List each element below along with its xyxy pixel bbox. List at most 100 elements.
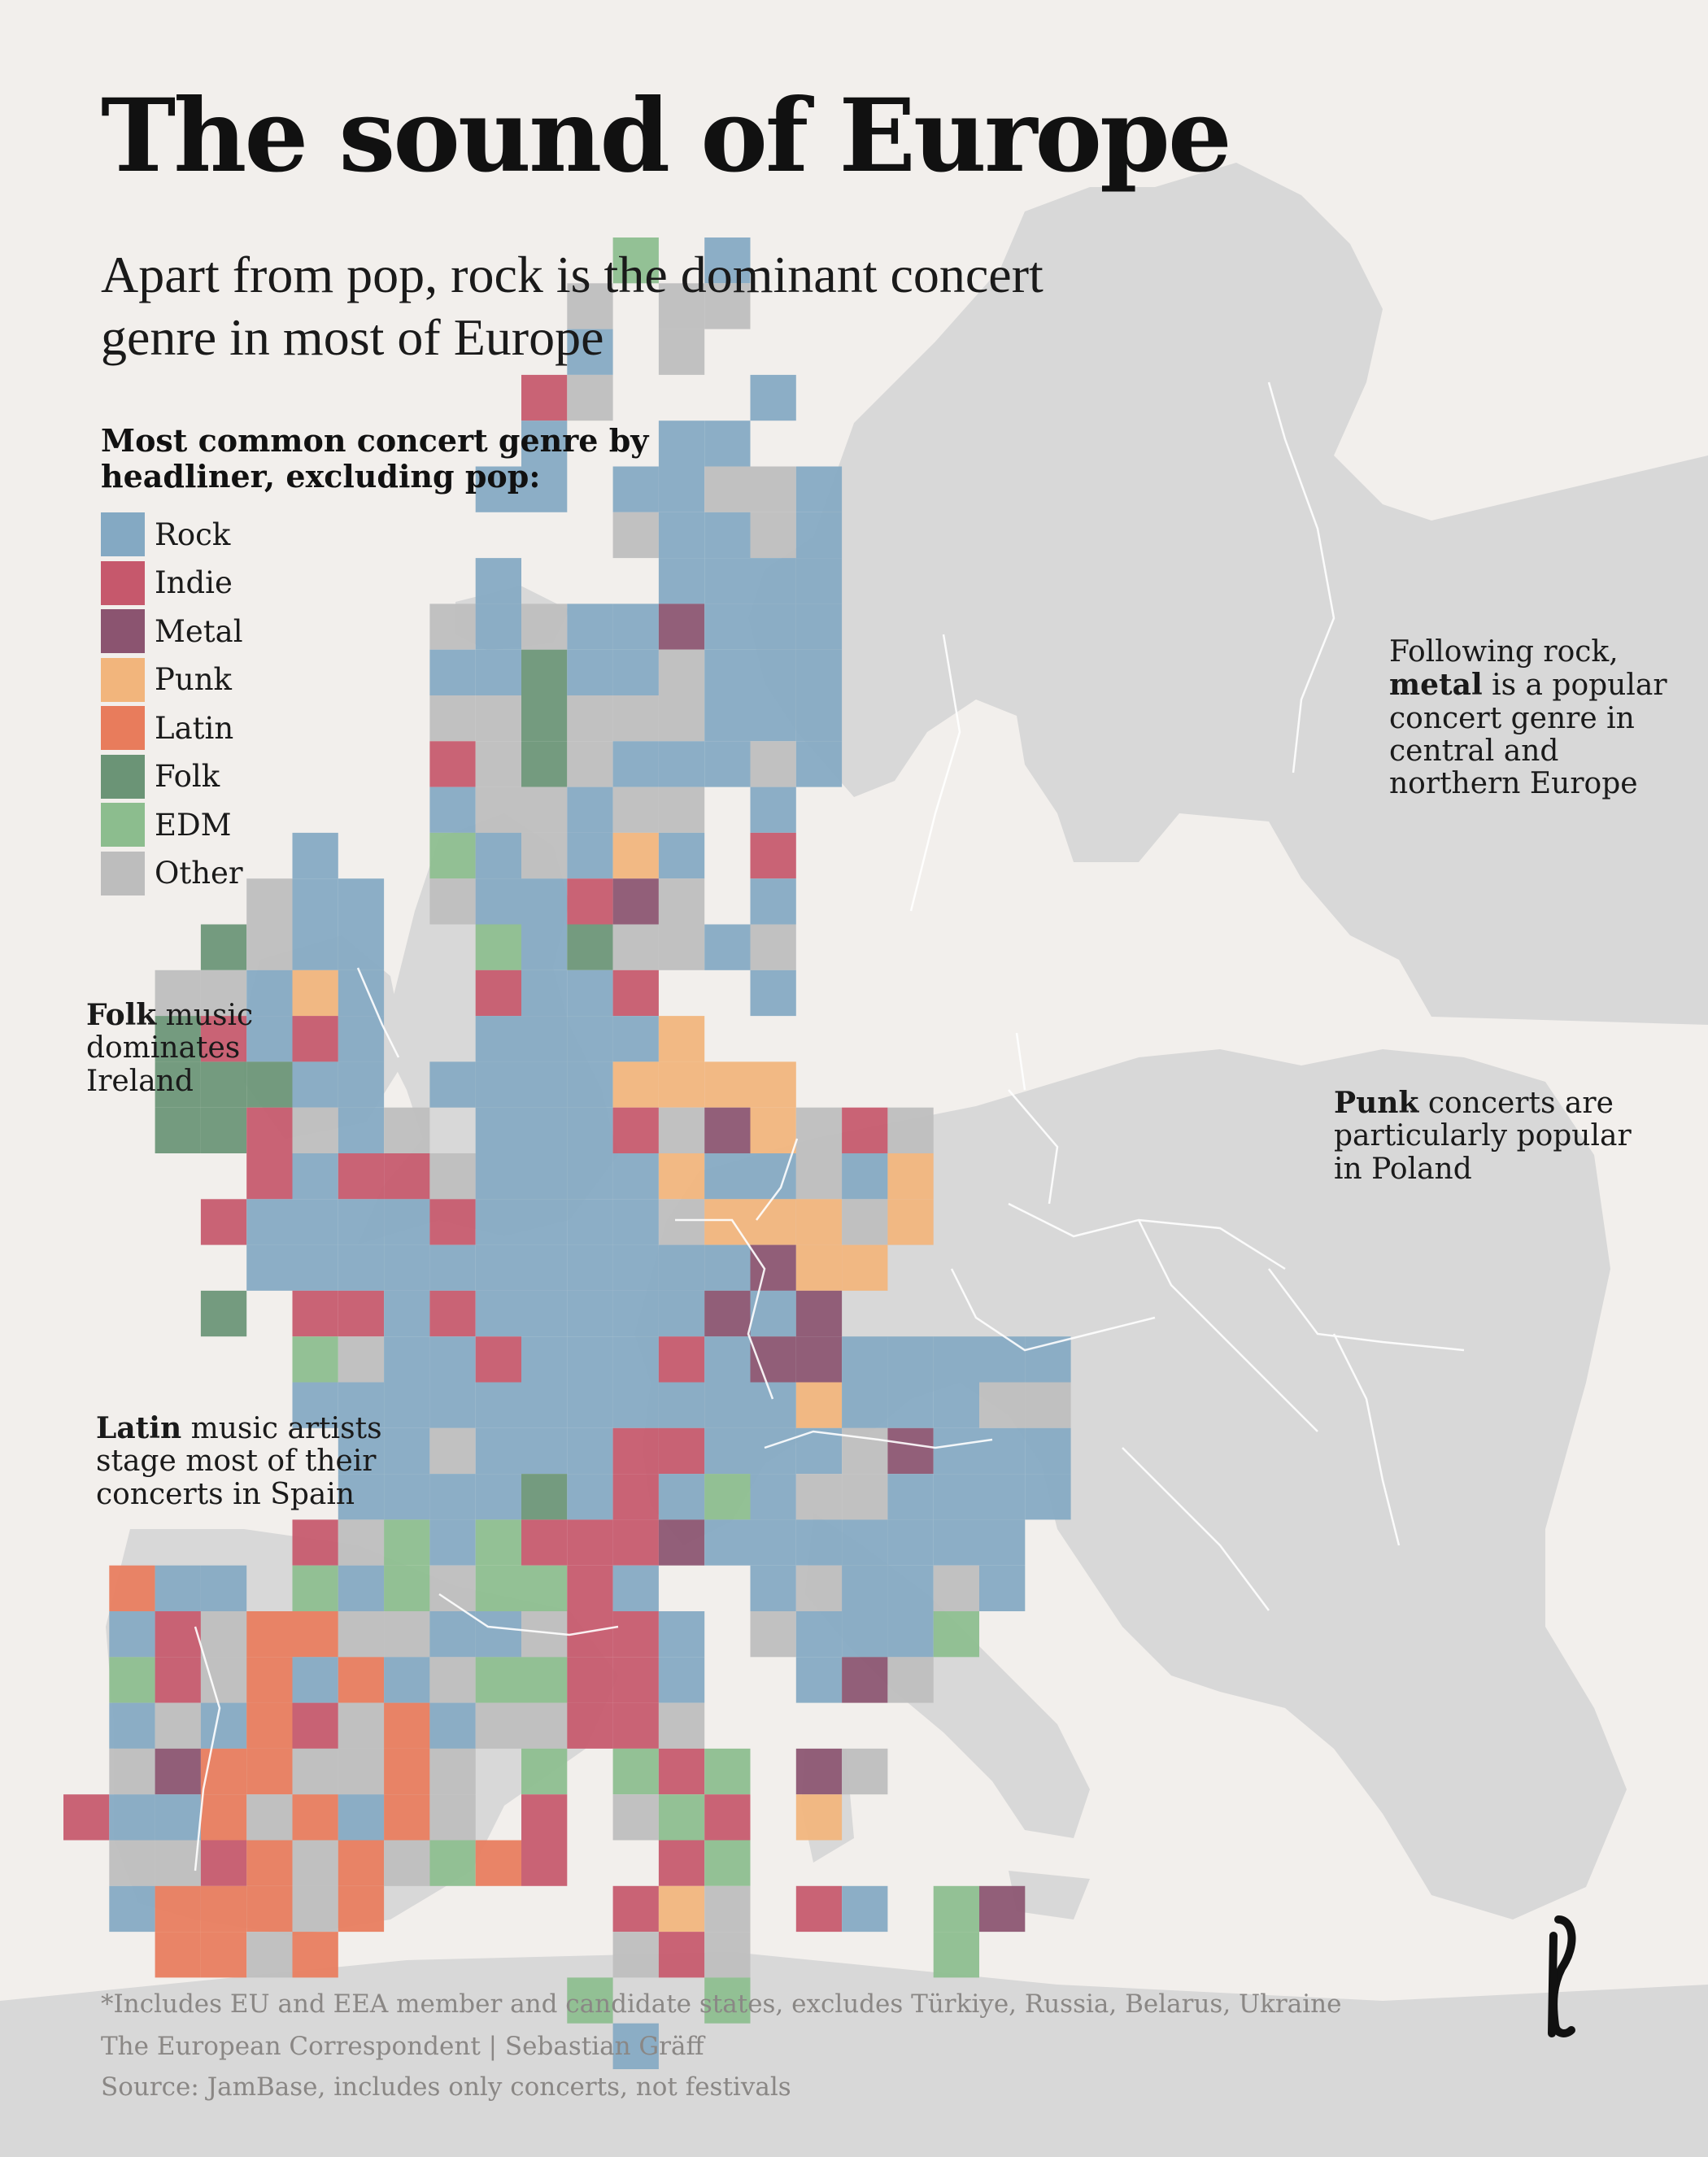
grid-cell-punk (750, 1199, 796, 1245)
grid-cell-other (292, 1885, 338, 1933)
grid-cell-latin (292, 1611, 338, 1658)
grid-cell-other (567, 741, 613, 787)
grid-cell-indie (567, 1565, 613, 1611)
grid-cell-rock (567, 1427, 613, 1475)
annotation-folk-post: music dominates Ireland (86, 999, 254, 1098)
grid-cell-rock (750, 1565, 796, 1611)
grid-cell-other (200, 1611, 247, 1658)
page-subtitle: Apart from pop, rock is the dominant con… (101, 246, 1044, 366)
grid-cell-rock (475, 1199, 521, 1245)
grid-cell-rock (658, 1382, 705, 1428)
grid-cell-latin (200, 1932, 247, 1978)
grid-cell-rock (842, 1565, 888, 1611)
grid-cell-punk (612, 832, 659, 879)
grid-cell-punk (887, 1153, 934, 1200)
grid-cell-metal (155, 1748, 201, 1795)
grid-cell-other (750, 924, 796, 970)
grid-cell-latin (155, 1885, 201, 1933)
grid-cell-edm (521, 1565, 568, 1611)
grid-cell-other (521, 832, 568, 879)
grid-cell-indie (842, 1107, 888, 1153)
grid-cell-rock (842, 1382, 888, 1428)
grid-cell-edm (292, 1565, 338, 1611)
grid-cell-punk (658, 1153, 705, 1200)
grid-cell-rock (292, 924, 338, 970)
grid-cell-rock (109, 1611, 155, 1658)
grid-cell-rock (704, 421, 751, 467)
grid-cell-edm (429, 832, 476, 879)
grid-cell-folk (521, 741, 568, 787)
grid-cell-edm (475, 1657, 521, 1703)
grid-cell-rock (292, 1153, 338, 1200)
grid-cell-rock (750, 1382, 796, 1428)
grid-cell-rock (567, 787, 613, 833)
grid-cell-other (704, 1885, 751, 1933)
grid-cell-indie (658, 1748, 705, 1795)
grid-cell-rock (658, 466, 705, 512)
grid-cell-rock (887, 1611, 934, 1658)
grid-cell-rock (429, 1611, 476, 1658)
grid-cell-indie (658, 1840, 705, 1886)
grid-cell-other (750, 741, 796, 787)
grid-cell-rock (475, 1611, 521, 1658)
grid-cell-rock (842, 1153, 888, 1200)
grid-cell-edm (704, 1977, 751, 2024)
grid-cell-rock (521, 1061, 568, 1108)
grid-cell-rock (475, 558, 521, 604)
grid-cell-other (567, 695, 613, 742)
grid-cell-rock (200, 1565, 247, 1611)
grid-cell-folk (200, 1290, 247, 1337)
grid-cell-other (887, 1657, 934, 1703)
grid-cell-other (704, 283, 751, 329)
grid-cell-folk (200, 924, 247, 970)
grid-cell-indie (567, 1702, 613, 1749)
grid-cell-indie (567, 878, 613, 925)
grid-cell-other (429, 1565, 476, 1611)
grid-cell-indie (292, 1290, 338, 1337)
grid-cell-latin (384, 1794, 430, 1841)
grid-cell-rock (429, 1336, 476, 1383)
grid-cell-latin (246, 1702, 293, 1749)
grid-cell-latin (384, 1748, 430, 1795)
grid-cell-folk (200, 1061, 247, 1108)
grid-cell-rock (429, 1061, 476, 1108)
legend-item-latin: Latin (101, 704, 670, 752)
annotation-latin: Latin music artists stage most of their … (96, 1412, 405, 1511)
grid-cell-rock (750, 374, 796, 421)
grid-cell-rock (567, 1290, 613, 1337)
annotation-latin-bold: Latin (96, 1411, 182, 1445)
grid-cell-rock (795, 604, 843, 650)
grid-cell-rock (429, 1702, 476, 1749)
annotation-folk-bold: Folk (86, 998, 157, 1032)
legend-label-edm: EDM (155, 807, 232, 843)
grid-cell-other (612, 1794, 659, 1841)
grid-cell-rock (567, 649, 613, 695)
grid-cell-rock (979, 1474, 1026, 1520)
grid-cell-other (246, 924, 293, 970)
grid-cell-other (704, 1932, 751, 1978)
grid-cell-rock (704, 1427, 751, 1475)
land-north (748, 163, 1708, 1025)
grid-cell-rock (475, 1290, 521, 1337)
grid-cell-rock (612, 1290, 659, 1337)
grid-cell-other (658, 878, 705, 925)
grid-cell-indie (612, 1885, 659, 1933)
grid-cell-metal (795, 1748, 843, 1795)
grid-cell-folk (155, 1016, 201, 1062)
grid-cell-rock (521, 1290, 568, 1337)
grid-cell-rock (658, 1244, 705, 1291)
grid-cell-rock (704, 558, 751, 604)
grid-cell-rock (658, 1657, 705, 1703)
grid-cell-rock (658, 558, 705, 604)
grid-cell-rock (704, 512, 751, 559)
grid-cell-indie (246, 1153, 293, 1200)
grid-cell-rock (795, 649, 843, 695)
grid-cell-latin (475, 1840, 521, 1886)
grid-cell-rock (521, 970, 568, 1017)
grid-cell-edm (521, 1657, 568, 1703)
grid-cell-rock (521, 1244, 568, 1291)
grid-cell-indie (292, 1702, 338, 1749)
grid-cell-folk (200, 1107, 247, 1153)
legend-label-other: Other (155, 856, 243, 891)
grid-cell-indie (338, 1290, 385, 1337)
